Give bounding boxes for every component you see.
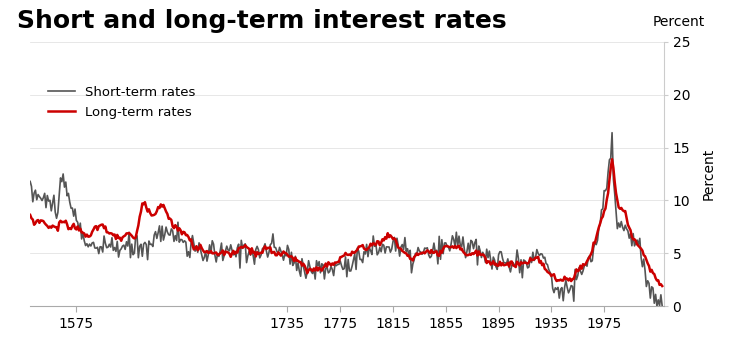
Short-term rates bbox=[657, 304, 667, 308]
Text: Percent: Percent bbox=[652, 15, 705, 29]
Long-term rates bbox=[222, 250, 231, 254]
Line: Short-term rates: Short-term rates bbox=[30, 133, 662, 306]
Short-term rates bbox=[652, 304, 661, 308]
Long-term rates bbox=[608, 157, 617, 161]
Short-term rates bbox=[490, 258, 499, 262]
Short-term rates bbox=[608, 130, 617, 135]
Short-term rates bbox=[599, 189, 608, 193]
Short-term rates bbox=[293, 268, 302, 272]
Line: Long-term rates: Long-term rates bbox=[30, 159, 662, 286]
Short-term rates bbox=[379, 243, 388, 247]
Long-term rates bbox=[599, 209, 608, 213]
Long-term rates bbox=[293, 259, 302, 263]
Legend: Short-term rates, Long-term rates: Short-term rates, Long-term rates bbox=[43, 80, 201, 124]
Long-term rates bbox=[26, 213, 35, 217]
Text: Short and long-term interest rates: Short and long-term interest rates bbox=[17, 9, 507, 33]
Long-term rates bbox=[657, 284, 667, 288]
Short-term rates bbox=[409, 258, 418, 262]
Long-term rates bbox=[379, 238, 388, 243]
Long-term rates bbox=[490, 262, 499, 267]
Y-axis label: Percent: Percent bbox=[701, 148, 716, 200]
Long-term rates bbox=[409, 255, 418, 259]
Short-term rates bbox=[222, 244, 231, 248]
Short-term rates bbox=[26, 179, 35, 183]
